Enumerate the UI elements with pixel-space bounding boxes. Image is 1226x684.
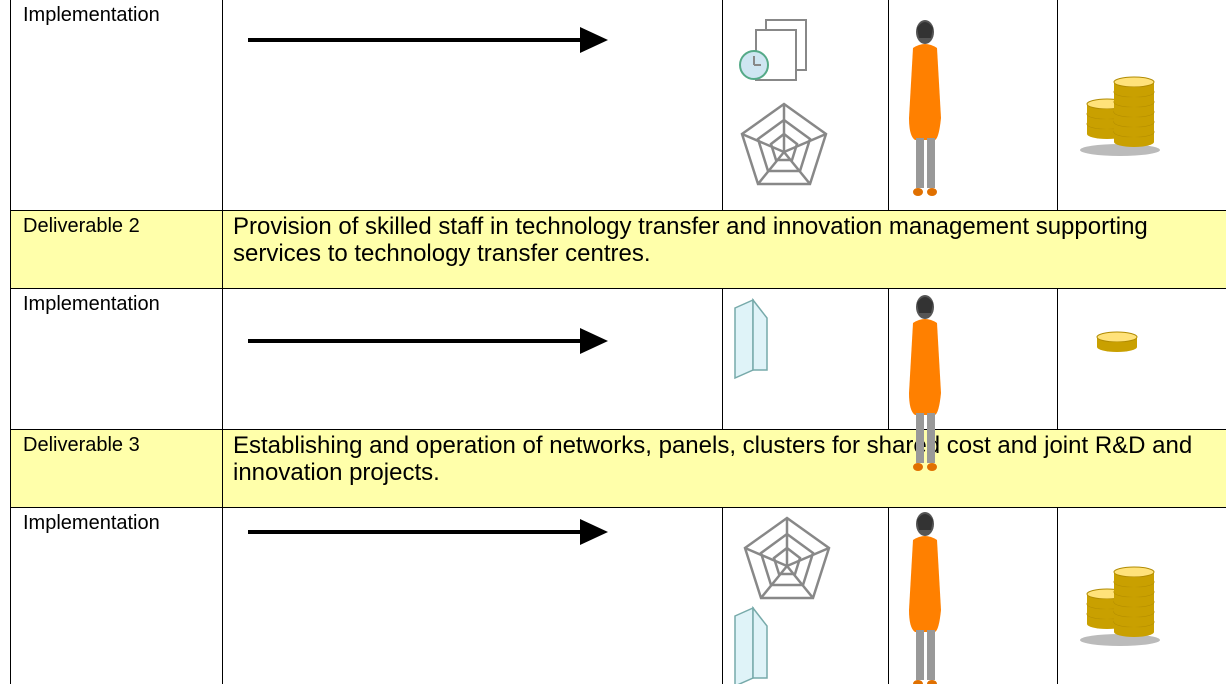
deliverable-text: Establishing and operation of networks, … <box>222 429 1226 508</box>
cell <box>1057 507 1226 684</box>
deliverable-text: Provision of skilled staff in technology… <box>222 210 1226 289</box>
deliverable-label: Deliverable 3 <box>10 429 223 508</box>
